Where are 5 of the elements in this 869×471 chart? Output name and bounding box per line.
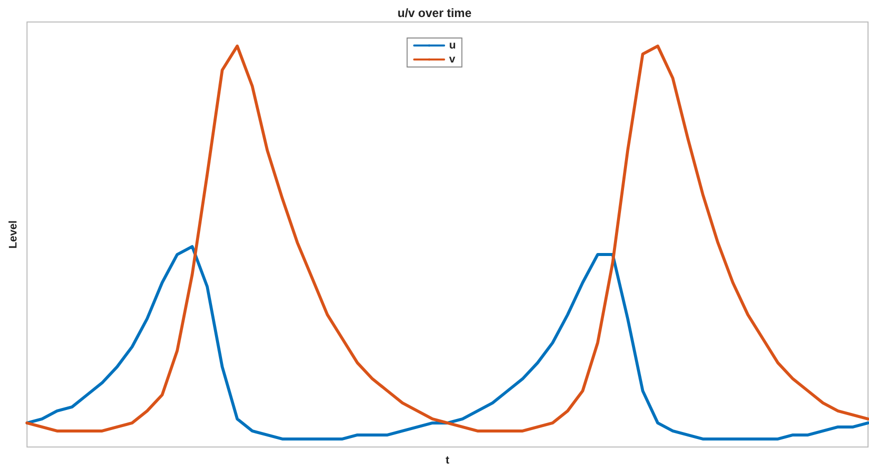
y-axis-title: Level bbox=[8, 220, 20, 249]
x-axis-title: t bbox=[446, 454, 450, 466]
legend-label: u bbox=[449, 40, 456, 52]
legend-label: v bbox=[449, 54, 456, 66]
chart-title: u/v over time bbox=[397, 6, 472, 20]
